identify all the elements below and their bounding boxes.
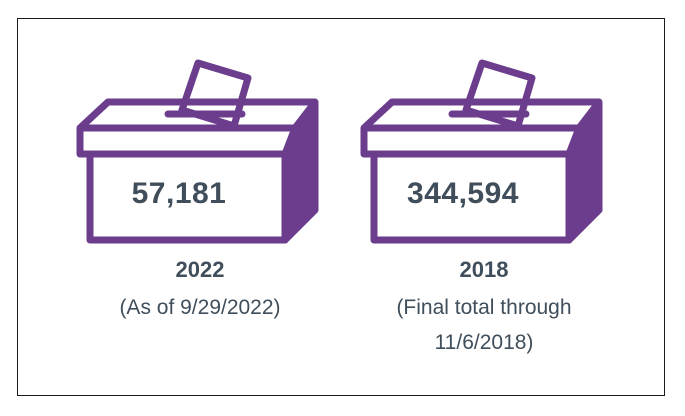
ballot-box-icon [360,59,603,244]
stat-card-2022: 57,181 2022 (As of 9/29/2022) [50,0,350,400]
year-note: (Final total through 11/6/2018) [324,290,644,360]
year-note-line-2: 11/6/2018) [434,331,534,354]
year-note: (As of 9/29/2022) [50,290,350,325]
year-note-line-1: (Final total through [396,296,572,319]
ballot-box-icon [76,59,319,244]
year-label: 2018 [459,257,509,282]
stat-card-2018: 344,594 2018 (Final total through 11/6/2… [334,0,634,400]
registered-count-value: 344,594 [407,177,519,210]
year-label: 2022 [175,257,225,282]
year-note-line-1: (As of 9/29/2022) [119,296,281,319]
registered-count-value: 57,181 [131,177,227,210]
